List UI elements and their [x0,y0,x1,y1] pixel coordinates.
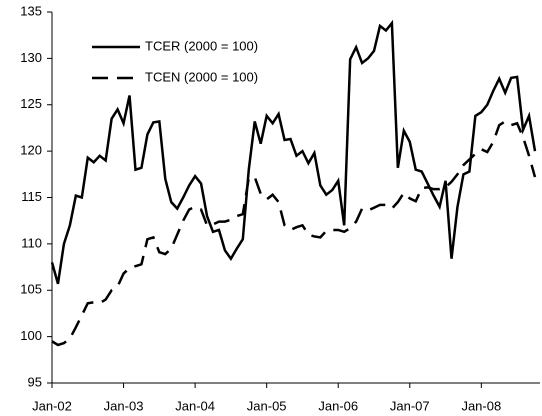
x-tick-label: Jan-02 [32,398,72,413]
y-tick-label: 100 [20,328,42,343]
x-tick-label: Jan-06 [318,398,358,413]
legend-label: TCER (2000 = 100) [145,38,258,53]
x-tick-label: Jan-08 [461,398,501,413]
y-tick-label: 135 [20,3,42,18]
y-tick-label: 110 [21,235,42,250]
x-tick-label: Jan-04 [175,398,215,413]
x-tick-label: Jan-05 [247,398,287,413]
legend-label: TCEN (2000 = 100) [145,69,258,84]
y-tick-label: 115 [21,189,42,204]
y-tick-label: 125 [20,96,42,111]
y-tick-label: 95 [28,374,42,389]
y-tick-label: 120 [20,143,42,158]
x-tick-label: Jan-03 [104,398,144,413]
y-tick-label: 105 [20,282,42,297]
series-line [51,119,537,347]
y-tick-label: 130 [20,50,42,65]
series-line [50,19,537,285]
x-tick-label: Jan-07 [390,398,430,413]
